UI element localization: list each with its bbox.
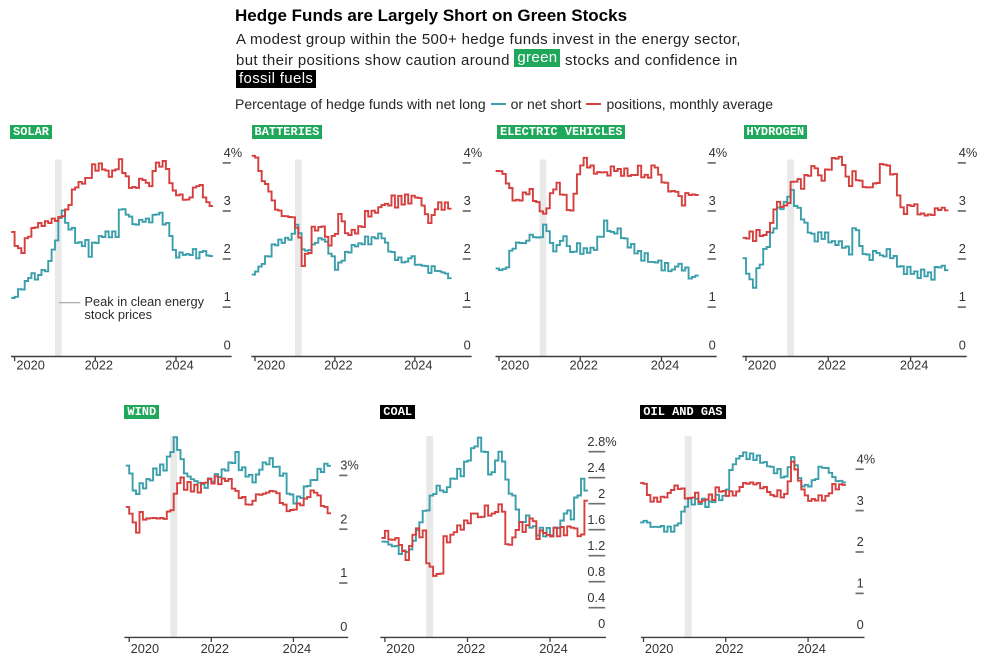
svg-text:3: 3 [224, 193, 231, 208]
svg-text:4: 4 [224, 145, 231, 160]
svg-text:1: 1 [857, 576, 864, 591]
svg-text:3: 3 [340, 458, 347, 473]
svg-text:2022: 2022 [457, 641, 485, 656]
svg-text:4: 4 [959, 145, 966, 160]
svg-text:1.2: 1.2 [587, 538, 605, 553]
svg-text:2.8: 2.8 [587, 434, 605, 449]
svg-text:2024: 2024 [900, 358, 928, 373]
svg-text:2: 2 [598, 486, 605, 501]
svg-text:1: 1 [224, 289, 231, 304]
svg-text:%: % [716, 145, 727, 160]
svg-text:2020: 2020 [386, 641, 414, 656]
svg-text:2024: 2024 [283, 641, 311, 656]
svg-text:2024: 2024 [404, 358, 432, 373]
svg-text:2020: 2020 [257, 358, 285, 373]
svg-text:2: 2 [959, 241, 966, 256]
svg-text:2022: 2022 [715, 641, 743, 656]
svg-text:0.8: 0.8 [587, 564, 605, 579]
svg-text:0: 0 [598, 616, 605, 631]
svg-text:%: % [471, 145, 482, 160]
svg-text:4: 4 [464, 145, 471, 160]
svg-text:0: 0 [709, 337, 716, 352]
svg-text:0.4: 0.4 [587, 590, 605, 605]
svg-text:%: % [966, 145, 977, 160]
svg-text:2022: 2022 [85, 358, 113, 373]
svg-text:0: 0 [857, 617, 864, 632]
svg-text:2020: 2020 [645, 641, 673, 656]
svg-text:0: 0 [340, 619, 347, 634]
svg-text:%: % [864, 451, 875, 466]
svg-text:2: 2 [340, 511, 347, 526]
svg-text:0: 0 [959, 337, 966, 352]
svg-text:2: 2 [857, 534, 864, 549]
svg-text:3: 3 [709, 193, 716, 208]
svg-text:3: 3 [464, 193, 471, 208]
svg-text:4: 4 [857, 451, 864, 466]
svg-text:2020: 2020 [501, 358, 529, 373]
svg-text:1: 1 [340, 565, 347, 580]
svg-text:2022: 2022 [201, 641, 229, 656]
svg-text:2020: 2020 [16, 358, 44, 373]
svg-text:%: % [231, 145, 242, 160]
svg-text:1: 1 [959, 289, 966, 304]
svg-text:2: 2 [224, 241, 231, 256]
svg-text:2024: 2024 [651, 358, 679, 373]
svg-text:2024: 2024 [797, 641, 825, 656]
svg-text:3: 3 [857, 493, 864, 508]
svg-text:2024: 2024 [165, 358, 193, 373]
svg-text:1: 1 [709, 289, 716, 304]
svg-text:1.6: 1.6 [587, 512, 605, 527]
svg-text:4: 4 [709, 145, 716, 160]
svg-text:2: 2 [464, 241, 471, 256]
svg-text:0: 0 [224, 337, 231, 352]
svg-text:1: 1 [464, 289, 471, 304]
svg-text:2024: 2024 [539, 641, 567, 656]
svg-text:0: 0 [464, 337, 471, 352]
svg-text:%: % [605, 434, 616, 449]
svg-text:3: 3 [959, 193, 966, 208]
svg-text:2022: 2022 [818, 358, 846, 373]
svg-text:2022: 2022 [569, 358, 597, 373]
svg-text:2: 2 [709, 241, 716, 256]
svg-text:2.4: 2.4 [587, 460, 605, 475]
svg-text:2020: 2020 [131, 641, 159, 656]
svg-text:%: % [347, 458, 358, 473]
svg-text:2022: 2022 [324, 358, 352, 373]
svg-text:2020: 2020 [748, 358, 776, 373]
